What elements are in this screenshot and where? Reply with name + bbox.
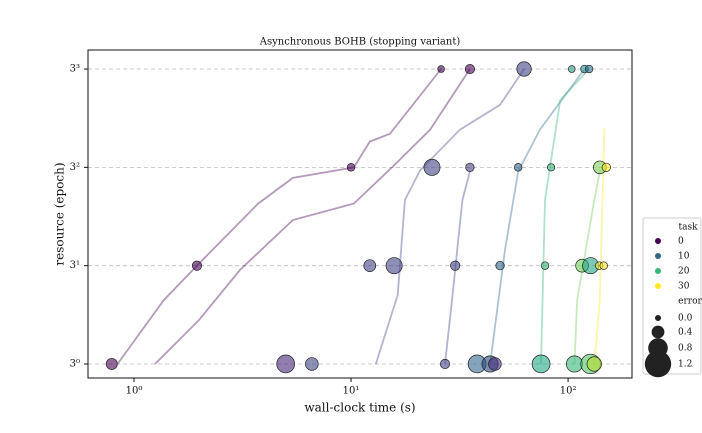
point bbox=[464, 63, 475, 75]
point bbox=[540, 261, 550, 270]
point bbox=[423, 158, 441, 176]
point bbox=[439, 358, 451, 370]
point bbox=[437, 65, 445, 73]
point bbox=[566, 355, 583, 373]
point bbox=[465, 162, 475, 172]
point bbox=[276, 354, 295, 374]
point bbox=[191, 260, 202, 271]
y-tick-label: 3¹ bbox=[70, 260, 80, 271]
point bbox=[531, 354, 551, 374]
x-tick-label: 10⁰ bbox=[126, 386, 143, 397]
point bbox=[586, 356, 602, 372]
legend-label: 10 bbox=[678, 252, 690, 262]
x-axis-label: wall-clock time (s) bbox=[304, 401, 415, 415]
legend-label: 0.4 bbox=[678, 328, 693, 338]
legend-marker bbox=[655, 268, 661, 274]
point bbox=[584, 64, 594, 74]
point bbox=[385, 257, 403, 275]
legend-marker bbox=[644, 350, 672, 378]
legend-marker bbox=[651, 325, 665, 339]
x-tick-label: 10¹ bbox=[343, 386, 360, 397]
trajectory-line bbox=[116, 68, 442, 365]
legend-label: 0.0 bbox=[678, 314, 693, 324]
legend-title: error bbox=[678, 297, 702, 307]
x-tick-label: 10² bbox=[560, 386, 577, 397]
legend-label: 30 bbox=[678, 282, 690, 292]
point bbox=[488, 357, 502, 371]
trajectory-line bbox=[573, 171, 601, 365]
plot-frame bbox=[87, 49, 633, 379]
point bbox=[547, 163, 556, 172]
legend-marker bbox=[655, 253, 661, 259]
trajectory-line bbox=[374, 68, 525, 365]
point bbox=[516, 61, 532, 77]
point bbox=[105, 358, 118, 370]
point bbox=[599, 261, 608, 270]
chart-title: Asynchronous BOHB (stopping variant) bbox=[259, 37, 461, 48]
point bbox=[601, 162, 611, 172]
y-tick-label: 3³ bbox=[70, 64, 80, 75]
legend-label: 0 bbox=[678, 237, 684, 247]
y-tick-label: 3² bbox=[70, 162, 80, 173]
point bbox=[363, 259, 377, 272]
point bbox=[305, 357, 319, 371]
trajectory-line bbox=[444, 171, 471, 365]
point bbox=[450, 260, 461, 271]
legend-label: 1.2 bbox=[678, 360, 692, 370]
point bbox=[495, 261, 505, 271]
point bbox=[568, 65, 576, 73]
legend-title: task bbox=[678, 223, 698, 233]
trajectory-line bbox=[489, 68, 586, 365]
legend-marker bbox=[655, 315, 661, 321]
legend-marker bbox=[655, 238, 661, 244]
trajectory-line bbox=[593, 127, 606, 365]
legend-label: 0.8 bbox=[678, 344, 693, 354]
y-axis-label: resource (epoch) bbox=[53, 162, 67, 265]
point bbox=[513, 163, 523, 172]
legend-marker bbox=[655, 283, 661, 289]
y-tick-label: 3⁰ bbox=[70, 358, 80, 369]
point bbox=[346, 163, 356, 172]
trajectory-line bbox=[154, 68, 471, 365]
legend-label: 20 bbox=[678, 267, 690, 277]
trajectory-line bbox=[540, 68, 590, 365]
